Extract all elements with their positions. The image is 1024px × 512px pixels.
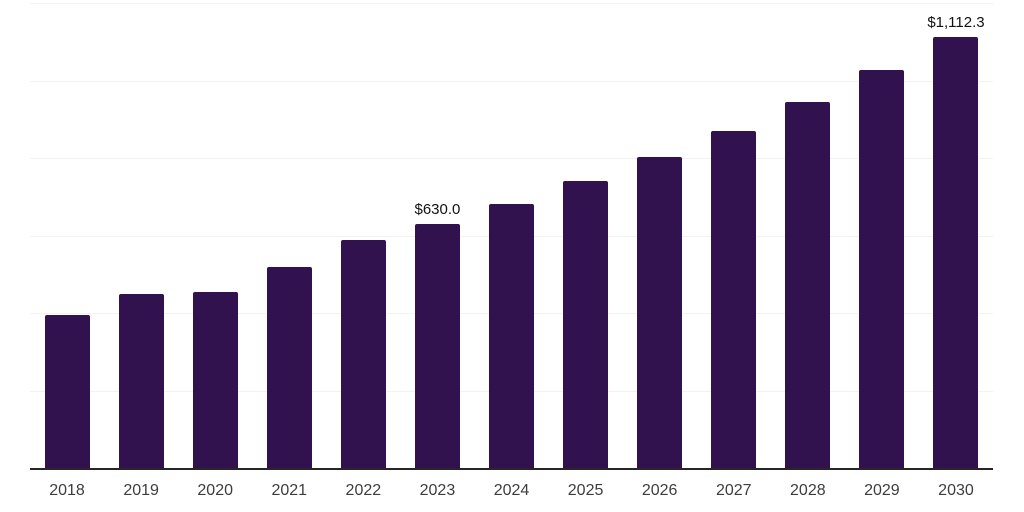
x-tick-2027: 2027: [715, 482, 752, 499]
x-tick-2023: 2023: [419, 482, 456, 499]
x-tick-2030: 2030: [938, 482, 974, 499]
bar-column-2028: [771, 3, 845, 468]
x-tick-2029: 2029: [864, 482, 900, 499]
bar-2020: [192, 292, 238, 468]
x-tick-2025: 2025: [567, 482, 604, 499]
gridline-1200: [30, 3, 993, 4]
bar-2024: [489, 203, 534, 468]
bar-column-2018: [30, 3, 104, 468]
bar-2018: [44, 314, 90, 468]
x-tick-2019: 2019: [123, 482, 159, 499]
x-tick-2022: 2022: [345, 482, 382, 499]
gridline-800: [30, 158, 993, 160]
bar-2027: [711, 130, 757, 468]
bar-column-2029: [845, 3, 919, 468]
data-label-2023: $630.0: [414, 200, 461, 218]
x-axis-labels: 2018 2019 2020 2021 2022 2023 2024 2025 2026 2027…: [30, 481, 993, 500]
bar-column-2019: [104, 3, 178, 468]
bar-column-2022: [326, 3, 400, 468]
bars: $630.0 $1,112.3: [30, 3, 993, 468]
x-tick-2026: 2026: [641, 482, 678, 499]
bar-2026: [637, 157, 683, 468]
bar-2021: [266, 267, 312, 468]
bar-column-2026: [623, 3, 697, 468]
bar-column-2024: [474, 3, 548, 468]
x-tick-2020: 2020: [197, 482, 233, 499]
bar-column-2030: $1,112.3: [919, 3, 993, 468]
x-tick-2021: 2021: [271, 482, 308, 499]
data-label-2030: $1,112.3: [927, 13, 985, 31]
bar-2028: [785, 101, 831, 468]
bar-column-2021: [252, 3, 326, 468]
bar-2025: [563, 181, 609, 468]
bar-2029: [859, 70, 905, 468]
gridline-1000: [30, 80, 993, 82]
plot-area: $630.0 $1,112.3: [30, 3, 993, 470]
bar-2030: [933, 36, 979, 468]
bar-column-2027: [697, 3, 771, 468]
bar-2019: [118, 294, 164, 468]
x-tick-2028: 2028: [790, 482, 826, 499]
bar-2023: [414, 223, 460, 468]
bar-2022: [340, 239, 386, 468]
bar-column-2020: [178, 3, 252, 468]
x-tick-2018: 2018: [49, 482, 85, 499]
bar-column-2023: $630.0: [400, 3, 474, 468]
bar-column-2025: [549, 3, 623, 468]
x-tick-2024: 2024: [493, 482, 530, 499]
